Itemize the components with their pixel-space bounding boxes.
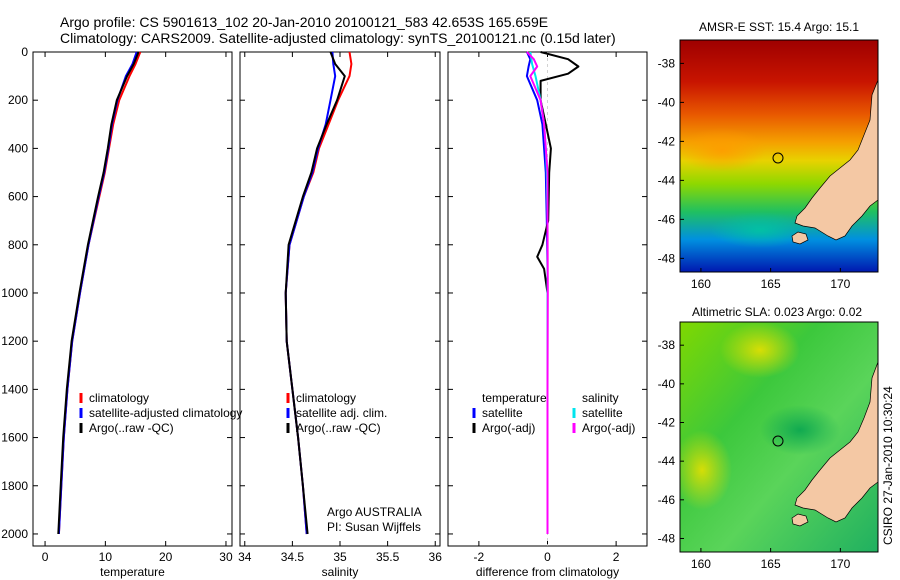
- temperature-ytick-label: 1000: [1, 286, 28, 300]
- sla-map: Altimetric SLA: 0.023 Argo: 0.02 160 165 1…: [658, 305, 879, 571]
- difference-xtick-label: 0: [544, 550, 551, 564]
- temperature-xtick-label: 10: [99, 550, 113, 564]
- temperature-xtick-label: 30: [219, 550, 233, 564]
- temperature-ytick-label: 1200: [1, 334, 28, 348]
- sla-dark-patch: [760, 405, 840, 455]
- salinity-legend-label: satellite adj. clim.: [296, 406, 387, 420]
- salinity-axes-frame: [239, 51, 441, 547]
- temperature-legend-label: Argo(..raw -QC): [89, 421, 174, 435]
- sla-yellow-patch: [720, 322, 800, 378]
- sla-xtick-label: 160: [691, 557, 711, 571]
- salinity-series-0-line: [284, 51, 353, 535]
- salinity-xtick-label: 35: [333, 550, 347, 564]
- sst-xtick-label: 160: [691, 277, 711, 291]
- temperature-ytick-label: 1800: [1, 479, 28, 493]
- sst-ytick-label: -48: [658, 251, 676, 265]
- sst-teal-patch: [710, 212, 810, 248]
- figure-title-line1: Argo profile: CS 5901613_102 20-Jan-2010…: [60, 14, 549, 30]
- salinity-annotation: PI: Susan Wijffels: [327, 520, 421, 534]
- salinity-xlabel: salinity: [322, 565, 359, 579]
- sst-map-frame: [679, 39, 879, 273]
- sla-map-title: Altimetric SLA: 0.023 Argo: 0.02: [692, 305, 862, 319]
- temperature-ytick-label: 600: [8, 190, 28, 204]
- temperature-ytick-label: 800: [8, 238, 28, 252]
- temperature-xtick-label: 0: [42, 550, 49, 564]
- sla-island: [791, 513, 809, 527]
- difference-xtick-label: 2: [613, 550, 620, 564]
- difference-legend-label: satellite: [482, 406, 523, 420]
- sla-float-marker: [772, 435, 784, 447]
- difference-xlabel: difference from climatology: [476, 565, 619, 579]
- temperature-ytick-label: 400: [8, 141, 28, 155]
- temperature-legend-label: climatology: [89, 391, 149, 405]
- temperature-series-1-line: [57, 51, 138, 535]
- sst-xtick-label: 170: [830, 277, 850, 291]
- salinity-series-2-line: [284, 51, 346, 535]
- sst-warm-patch: [680, 128, 767, 172]
- salinity-xtick-label: 34: [238, 550, 252, 564]
- temperature-xtick-label: 20: [159, 550, 173, 564]
- salinity-xtick-label: 35.5: [376, 550, 400, 564]
- temperature-legend-label: satellite-adjusted climatology: [89, 406, 242, 420]
- sst-ytick-label: -40: [658, 95, 676, 109]
- sla-land: [794, 361, 878, 523]
- difference-series-3-line: [526, 51, 549, 534]
- sst-xtick-label: 165: [761, 277, 781, 291]
- temperature-panel: 0 10 20 30 temperature 0 200 400 600 800 1000 1200 1…: [1, 45, 242, 579]
- side-timestamp: CSIRO 27-Jan-2010 10:30:24: [881, 386, 895, 545]
- salinity-xtick-label: 36: [429, 550, 443, 564]
- sla-ytick-label: -42: [658, 416, 676, 430]
- salinity-xtick-label: 34.5: [281, 550, 305, 564]
- difference-legend-label: Argo(-adj): [582, 421, 635, 435]
- temperature-xlabel: temperature: [100, 565, 165, 579]
- sla-xtick-label: 165: [761, 557, 781, 571]
- temperature-axes-frame: [32, 51, 233, 547]
- sla-ytick-label: -46: [658, 493, 676, 507]
- salinity-annotation: Argo AUSTRALIA: [327, 505, 422, 519]
- sla-ytick-label: -48: [658, 531, 676, 545]
- sla-ytick-label: -38: [658, 338, 676, 352]
- difference-legend-label: satellite: [582, 406, 623, 420]
- sst-float-marker: [772, 152, 784, 164]
- sst-land: [794, 79, 878, 241]
- salinity-panel: 34 34.5 35 35.5 36 salinity climatologysatelli…: [238, 51, 443, 579]
- temperature-ytick-label: 1600: [1, 431, 28, 445]
- difference-legend-label: Argo(-adj): [482, 421, 535, 435]
- temperature-series-2-line: [57, 51, 140, 535]
- salinity-legend-label: Argo(..raw -QC): [296, 421, 381, 435]
- temperature-series-0-line: [57, 51, 142, 535]
- sla-xtick-label: 170: [830, 557, 850, 571]
- temperature-ytick-label: 200: [8, 93, 28, 107]
- sla-ytick-label: -40: [658, 377, 676, 391]
- difference-legend-heading: temperature: [482, 391, 547, 405]
- sst-map-title: AMSR-E SST: 15.4 Argo: 15.1: [699, 20, 859, 34]
- sst-ytick-label: -42: [658, 134, 676, 148]
- sst-ytick-label: -38: [658, 56, 676, 70]
- temperature-ytick-label: 1400: [1, 382, 28, 396]
- sla-ytick-label: -44: [658, 454, 676, 468]
- temperature-ytick-label: 0: [21, 45, 28, 59]
- figure-title-line2: Climatology: CARS2009. Satellite-adjuste…: [60, 30, 616, 46]
- sst-island: [791, 231, 809, 245]
- sst-map: AMSR-E SST: 15.4 Argo: 15.1 160 165 170 -38…: [658, 20, 879, 291]
- difference-xtick-label: -2: [474, 550, 485, 564]
- sst-ytick-label: -44: [658, 173, 676, 187]
- sla-map-frame: [679, 321, 879, 553]
- sst-ytick-label: -46: [658, 212, 676, 226]
- salinity-legend-label: climatology: [296, 391, 356, 405]
- sla-yellow-patch-2: [680, 430, 732, 510]
- temperature-ytick-label: 2000: [1, 527, 28, 541]
- difference-legend-heading: salinity: [582, 391, 619, 405]
